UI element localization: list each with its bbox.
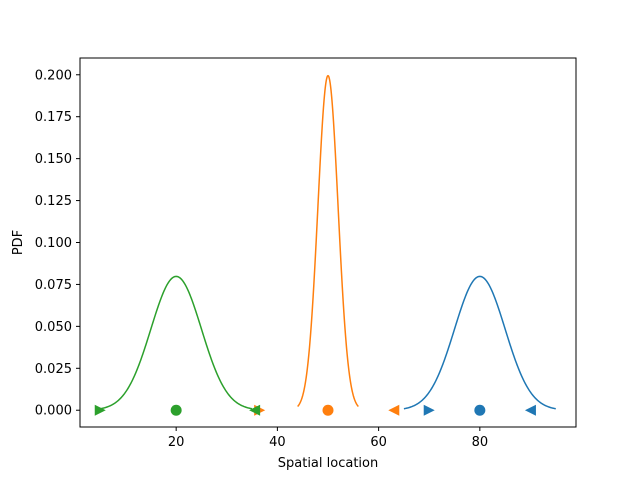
x-tick-label: 60 [370, 435, 387, 450]
y-axis-label: PDF [11, 230, 26, 255]
plot-area [94, 74, 556, 416]
x-tick-label: 80 [472, 435, 489, 450]
y-tick-label: 0.000 [35, 404, 72, 419]
series-1 [254, 74, 400, 416]
triangle-left-marker [388, 404, 400, 416]
pdf-curve-2 [100, 275, 253, 410]
y-tick-label: 0.125 [35, 194, 72, 209]
pdf-curve-0 [403, 275, 556, 410]
y-tick-label: 0.050 [35, 320, 72, 335]
triangle-right-marker [94, 404, 106, 416]
axes-frame [79, 57, 577, 428]
circle-marker [170, 404, 182, 416]
y-tick-label: 0.150 [35, 152, 72, 167]
y-tick-label: 0.200 [35, 68, 72, 83]
y-axis: 0.000 0.025 0.050 0.075 0.100 0.125 0.150 0.175… [35, 68, 80, 419]
series-2 [94, 275, 261, 416]
y-tick-label: 0.075 [35, 278, 72, 293]
pdf-curve-1 [297, 74, 359, 408]
y-tick-label: 0.025 [35, 362, 72, 377]
y-tick-label: 0.175 [35, 110, 72, 125]
x-axis: 20 40 60 80 [168, 427, 488, 450]
x-axis-label: Spatial location [278, 456, 378, 471]
triangle-left-marker [249, 404, 261, 416]
triangle-right-marker [423, 404, 435, 416]
circle-marker [474, 404, 486, 416]
y-tick-label: 0.100 [35, 236, 72, 251]
x-tick-label: 20 [168, 435, 185, 450]
circle-marker [322, 404, 334, 416]
x-tick-label: 40 [269, 435, 286, 450]
series-0 [403, 275, 556, 416]
triangle-left-marker [524, 404, 536, 416]
